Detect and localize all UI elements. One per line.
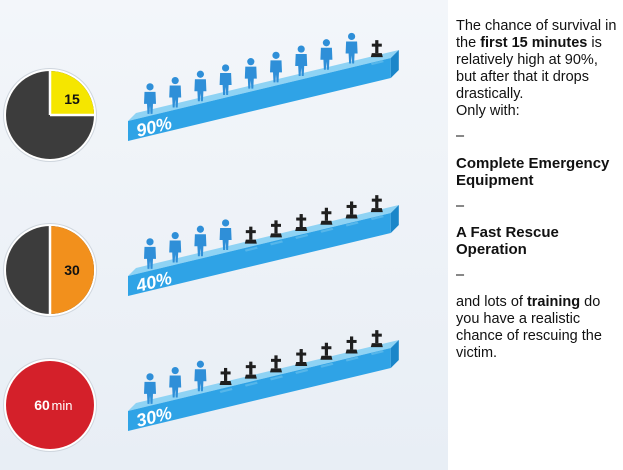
grave-cross-icon [219,367,233,393]
clock-label: 30 [64,262,80,278]
dash-separator-1: – [456,128,465,144]
infographic-panel: 15 90% 30 40% 60 min 30% [0,0,448,470]
person-icon [194,360,207,392]
intro-paragraph: The chance of survival in the first 15 m… [456,18,618,103]
clock-icon: 60 min [3,358,97,452]
grave-cross-icon [244,226,258,252]
grave-cross-icon [295,349,309,375]
dash-separator-3: – [456,267,465,283]
person-icon [345,32,358,64]
intro-bold: first 15 minutes [480,35,588,51]
grave-cross-icon [345,201,359,227]
person-icon [144,373,156,404]
survival-infographic: 15 90% 30 40% 60 min 30% [3,32,399,452]
row-2: 30 40% [3,195,399,317]
outro-suffix: do you have a realistic chance of rescui… [456,294,602,361]
person-icon [270,51,282,83]
person-icon [320,39,333,70]
person-icon [144,83,156,114]
person-icon [295,45,308,77]
intro-suffix: is relatively high at 90%, but after tha… [456,35,602,102]
grave-cross-icon [320,342,334,368]
clock-unit: min [52,398,73,413]
person-icon [144,238,156,269]
grave-cross-icon [370,40,384,66]
clock-label: 15 [64,91,80,107]
person-icon [169,366,182,398]
grave-cross-icon [295,214,309,240]
person-icon [169,76,182,108]
platform: 30% [128,340,399,431]
dash-separator-2: – [456,198,465,214]
clock-icon: 15 [3,68,97,162]
platform: 90% [128,50,399,141]
text-column: The chance of survival in the first 15 m… [456,18,618,362]
person-icon [244,58,257,89]
grave-cross-icon [244,361,258,387]
row-1: 15 90% [3,32,399,162]
person-icon [194,70,207,102]
person-icon [194,225,207,257]
clock-label: 60 [34,397,50,413]
grave-cross-icon [370,330,384,356]
clock-icon: 30 [3,223,97,317]
heading-equipment: Complete Emergency Equipment [456,155,610,189]
intro-prefix: The chance of survival in the [456,18,617,51]
grave-cross-icon [320,207,334,233]
grave-cross-icon [270,220,283,246]
row-3: 60 min 30% [3,330,399,452]
only-with-text: Only with: [456,103,520,119]
outro-prefix: and lots of [456,294,527,310]
outro-bold: training [526,294,581,310]
grave-cross-icon [345,336,359,362]
person-icon [219,64,232,95]
person-icon [169,231,182,263]
outro-paragraph: and lots of training do you have a reali… [456,294,618,362]
person-icon [219,219,232,250]
platform: 40% [128,205,399,296]
grave-cross-icon [370,195,384,221]
grave-cross-icon [270,355,283,381]
heading-rescue: A Fast Rescue Operation [456,224,559,258]
